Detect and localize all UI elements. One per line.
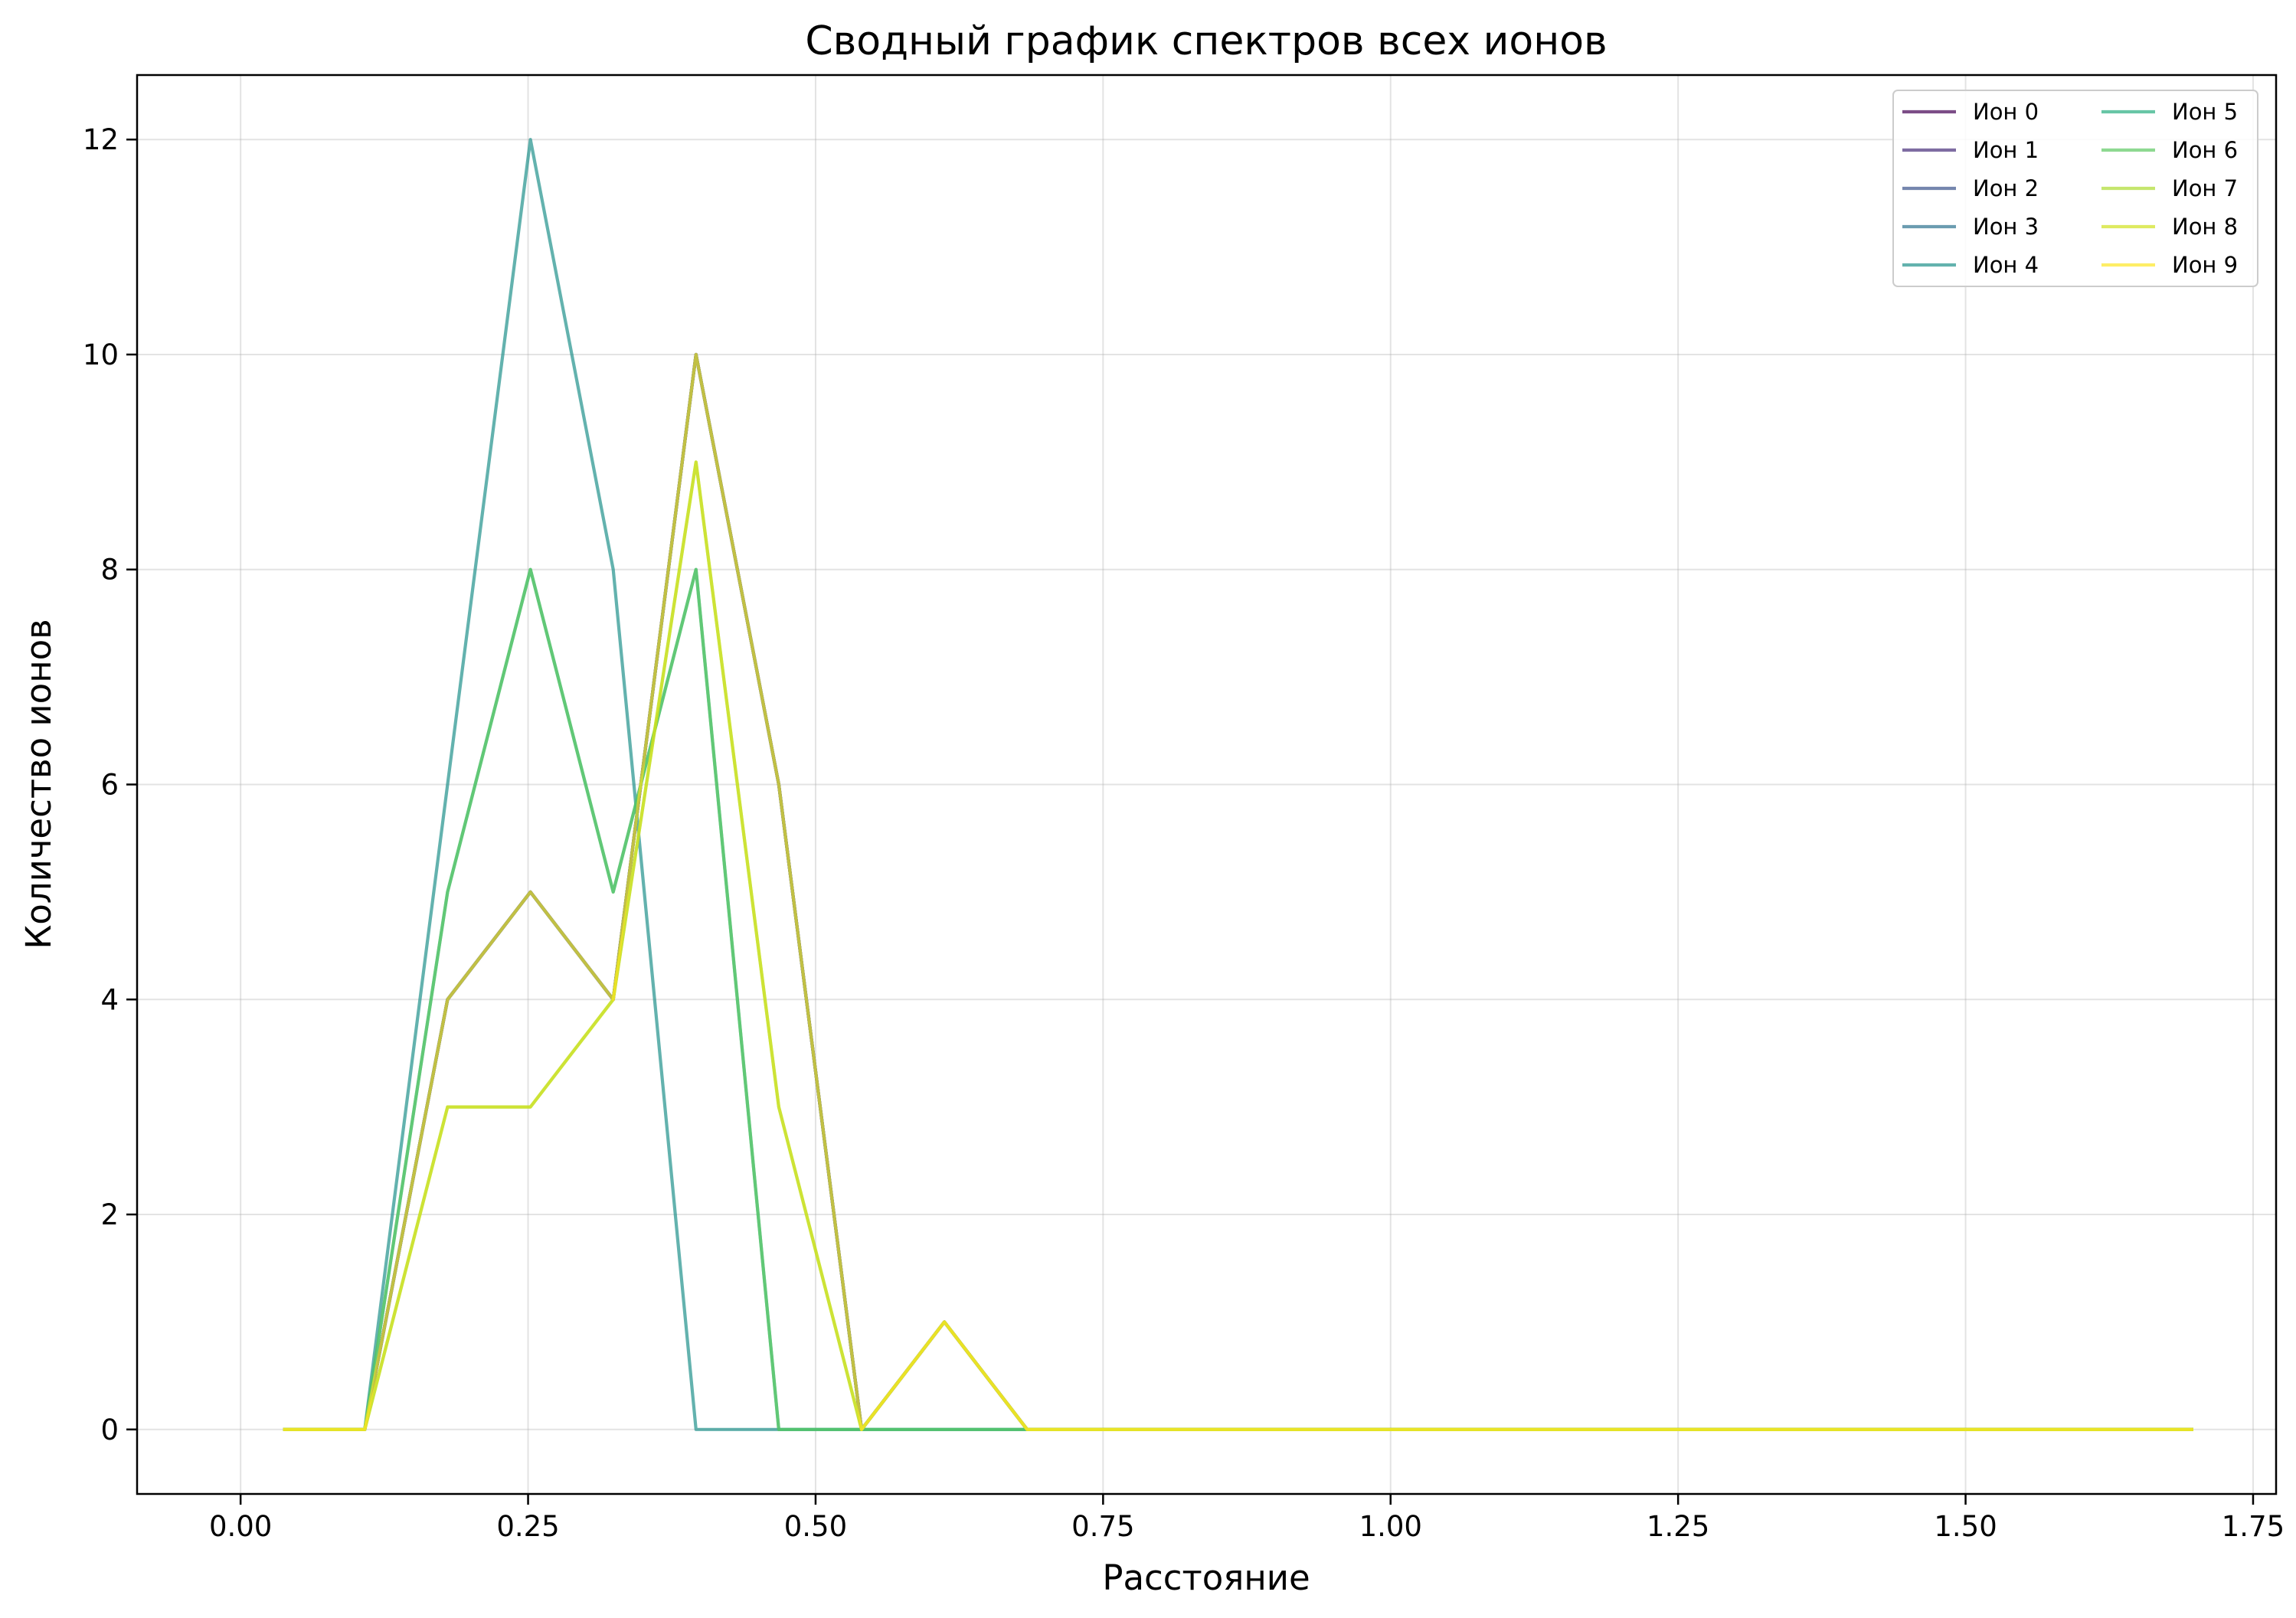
x-tick-label: 0.75 <box>1071 1510 1134 1543</box>
legend-label: Ион 2 <box>1973 175 2039 201</box>
legend-label: Ион 7 <box>2172 175 2238 201</box>
legend-label: Ион 4 <box>1973 252 2039 278</box>
x-tick-label: 1.50 <box>1934 1510 1997 1543</box>
x-tick-label: 0.00 <box>209 1510 272 1543</box>
y-tick-label: 0 <box>100 1414 119 1446</box>
x-tick-label: 1.25 <box>1647 1510 1709 1543</box>
axis-ticks: 0.00 0.25 0.50 0.75 1.00 1.25 1.50 1.75 0 2 4 6 8 10 1… <box>83 123 2285 1543</box>
series-line-ion-9 <box>283 352 2193 1431</box>
y-tick-label: 4 <box>100 983 119 1016</box>
y-tick-label: 10 <box>83 338 119 371</box>
legend-box <box>1892 90 2258 287</box>
x-tick-label: 0.25 <box>496 1510 559 1543</box>
y-tick-label: 2 <box>100 1198 119 1231</box>
legend-label: Ион 6 <box>2172 137 2238 163</box>
legend-label: Ион 1 <box>1973 137 2039 163</box>
legend: Ион 0 Ион 1 Ион 2 Ион 3 Ион 4 Ион 5 Ион 6 Ион 7… <box>1892 90 2258 287</box>
x-tick-label: 1.75 <box>2222 1510 2285 1543</box>
legend-label: Ион 5 <box>2172 99 2238 125</box>
legend-label: Ион 0 <box>1973 99 2039 125</box>
x-tick-label: 0.50 <box>784 1510 847 1543</box>
legend-label: Ион 9 <box>2172 252 2238 278</box>
y-tick-label: 6 <box>100 769 119 802</box>
chart-title: Сводный график спектров всех ионов <box>805 18 1607 64</box>
y-axis-label: Количество ионов <box>18 619 59 949</box>
x-axis-label: Расстояние <box>1102 1558 1310 1598</box>
y-tick-label: 12 <box>83 123 119 156</box>
legend-label: Ион 3 <box>1973 214 2039 240</box>
legend-label: Ион 8 <box>2172 214 2238 240</box>
y-tick-label: 8 <box>100 554 119 587</box>
grid <box>137 75 2276 1494</box>
x-tick-label: 1.00 <box>1359 1510 1422 1543</box>
series-lines <box>283 138 2193 1431</box>
